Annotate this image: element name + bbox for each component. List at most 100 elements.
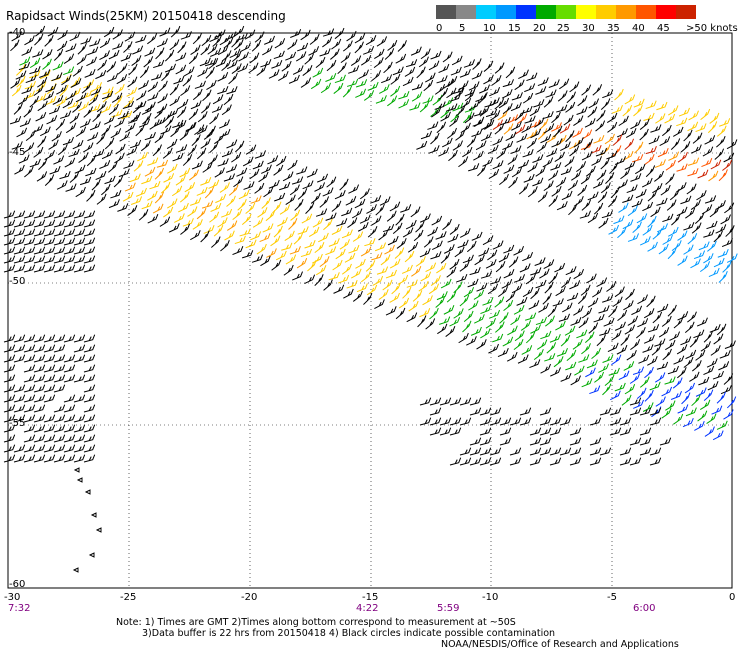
wind-barb (449, 457, 462, 466)
wind-barb (671, 240, 682, 252)
legend-swatch (576, 5, 596, 19)
wind-barb (83, 374, 96, 383)
legend-label-50: >50 knots (686, 23, 738, 34)
wind-barb (592, 287, 603, 298)
wind-barb (73, 334, 86, 343)
wind-barb (73, 210, 86, 219)
wind-barb (348, 184, 360, 194)
wind-barb (463, 310, 474, 322)
wind-barb (519, 417, 532, 426)
wind-barb (698, 241, 710, 251)
wind-barb (167, 198, 178, 209)
wind-barb (273, 164, 284, 176)
map-title: Rapidsact Winds(25KM) 20150418 descendin… (6, 9, 286, 23)
wind-barb (177, 99, 189, 110)
wind-barb (3, 394, 16, 403)
wind-barb (83, 364, 96, 373)
wind-barb (288, 74, 300, 84)
wind-barb (466, 240, 477, 253)
wind-barb (78, 152, 89, 163)
wind-barb (63, 334, 76, 343)
wind-barb (13, 384, 26, 393)
wind-barb (446, 127, 457, 139)
wind-barb (63, 394, 76, 403)
wind-barb (449, 115, 460, 127)
wind-barb (585, 367, 596, 378)
wind-barb (511, 92, 523, 101)
wind-barb (34, 33, 44, 46)
legend-label-10: 10 (483, 23, 496, 34)
wind-barb (13, 444, 26, 453)
wind-barb (661, 124, 672, 137)
wind-barb (182, 75, 193, 87)
wind-barb (633, 104, 643, 117)
wind-barb (709, 112, 720, 124)
wind-barb (716, 420, 728, 430)
wind-barb (33, 344, 46, 353)
wind-barb (714, 148, 725, 160)
wind-barb (152, 144, 162, 157)
wind-barb (529, 437, 542, 446)
wind-barb (33, 434, 46, 443)
wind-barb (441, 137, 453, 148)
wind-barb (568, 203, 578, 216)
wind-barb (624, 138, 635, 151)
wind-barb (404, 66, 416, 77)
wind-barb (614, 286, 625, 298)
wind-barb (591, 347, 601, 360)
wind-barb (231, 151, 242, 163)
wind-barb (509, 457, 522, 466)
wind-barb (449, 93, 461, 102)
wind-barb (588, 98, 600, 109)
wind-barb (131, 55, 142, 66)
wind-barb (502, 140, 514, 151)
wind-barb (536, 141, 548, 153)
wind-barb (16, 75, 26, 88)
wind-barb (637, 318, 649, 328)
wind-barb (57, 144, 68, 156)
wind-barb (84, 68, 96, 78)
wind-barb (96, 132, 106, 145)
wind-barb (537, 191, 548, 203)
wind-barb (340, 52, 351, 64)
wind-barb (418, 56, 429, 68)
wind-barb (119, 131, 130, 142)
wind-barb (453, 308, 464, 319)
wind-barb (270, 235, 281, 247)
wind-barb (723, 373, 734, 385)
wind-barb (469, 407, 482, 416)
wind-barb (677, 151, 688, 163)
wind-barb (48, 139, 59, 150)
wind-barb (584, 118, 596, 128)
wind-barb (460, 122, 471, 134)
wind-barb (322, 36, 333, 48)
wind-barb (687, 233, 698, 245)
wind-barb (33, 394, 46, 403)
wind-barb (476, 282, 488, 292)
wind-barb (315, 208, 328, 217)
wind-barb (384, 48, 395, 60)
wind-barb (587, 106, 598, 118)
wind-barb (467, 278, 479, 288)
wind-barb (676, 182, 687, 193)
wind-barb (507, 114, 519, 124)
wind-barb (706, 358, 718, 368)
wind-barb (618, 202, 629, 213)
wind-barb (53, 334, 66, 343)
wind-barb (114, 83, 125, 95)
wind-barb (530, 267, 542, 276)
wind-barb (623, 300, 634, 311)
wind-barb (180, 31, 192, 40)
wind-barb (207, 43, 218, 55)
wind-barb (13, 454, 26, 463)
wind-barb (619, 417, 632, 426)
wind-barb (537, 128, 548, 140)
wind-barb (507, 154, 518, 165)
wind-barb (73, 467, 80, 473)
wind-barb (505, 291, 516, 303)
wind-barb (221, 50, 232, 62)
wind-barb (3, 404, 16, 413)
wind-barb (47, 26, 59, 37)
wind-barb (363, 293, 373, 305)
wind-barb (408, 300, 419, 312)
